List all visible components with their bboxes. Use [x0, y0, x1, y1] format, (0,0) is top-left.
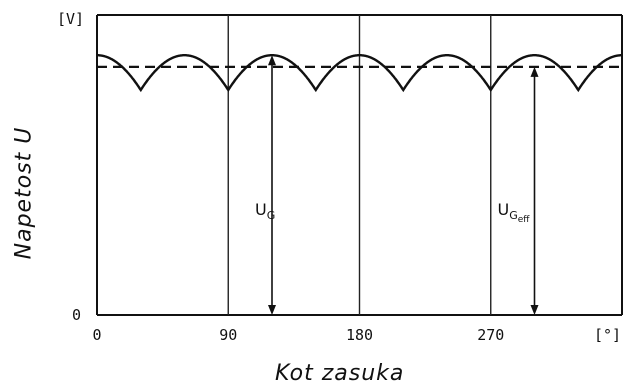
annotation-1-arrow-head-up	[530, 66, 539, 77]
annotation-1-label: UGeff	[497, 200, 530, 226]
annotation-arrows	[268, 55, 539, 315]
grid-lines	[227, 15, 492, 315]
x-axis-label: Kot zasuka	[275, 361, 405, 386]
y-axis-label: Napetost U	[11, 126, 37, 260]
x-axis-unit: [°]	[594, 326, 622, 344]
annotation-0-arrow-head-down	[268, 305, 276, 315]
annotation-1-arrow-head-down	[530, 305, 539, 315]
annotation-0-label: UG	[255, 200, 276, 223]
x-tick-label: 0	[92, 326, 102, 344]
x-tick-label: 180	[345, 326, 374, 344]
x-tick-label: 90	[219, 326, 238, 344]
series-0-ripple-line	[97, 54, 622, 93]
annotation-0-arrow-head-up	[268, 55, 276, 66]
y-axis-unit: [V]	[57, 10, 85, 28]
y-tick-label: 0	[72, 306, 82, 324]
x-tick-label: 270	[477, 326, 505, 344]
